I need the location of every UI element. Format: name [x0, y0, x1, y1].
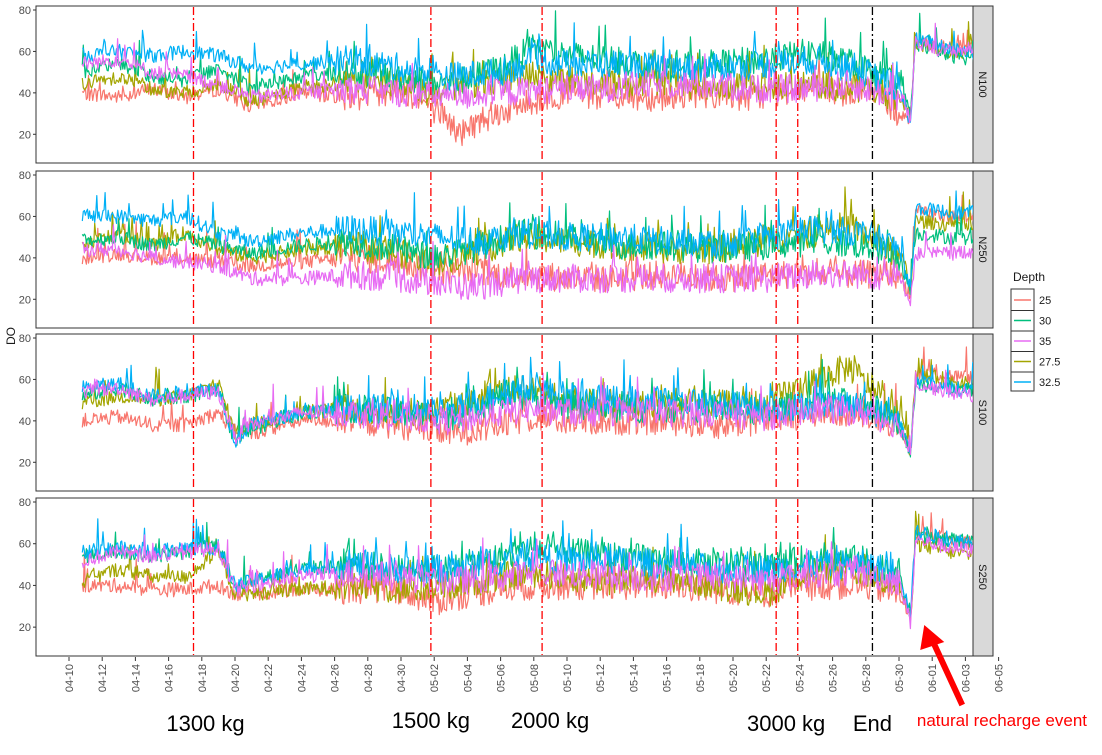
panels: N10020406080N25020406080S10020406080S250… [19, 5, 994, 657]
x-tick-label: 05-10 [562, 664, 574, 692]
series-line-35 [81, 22, 973, 124]
y-tick-label: 80 [19, 5, 31, 17]
legend-label: 27.5 [1039, 357, 1060, 369]
recharge-annotation: natural recharge event [917, 711, 1087, 730]
x-tick-label: 04-26 [330, 664, 342, 692]
treatment-label: 1500 kg [392, 708, 470, 733]
y-tick-label: 40 [19, 88, 31, 100]
panel-s100: S100 20 40 60 80 [19, 333, 994, 492]
y-tick-label: 20 [19, 622, 31, 634]
x-tick-label: 04-20 [230, 664, 242, 692]
y-tick-label: 20 [19, 457, 31, 469]
treatment-label: 2000 kg [511, 708, 589, 733]
legend-label: 35 [1039, 336, 1051, 348]
facet-strip [972, 170, 994, 329]
y-tick-label: 80 [19, 333, 31, 345]
treatment-label: 3000 kg [747, 711, 825, 736]
legend: Depth 25 30 35 27.5 32.5 [1010, 270, 1060, 392]
legend-label: 32.5 [1039, 377, 1060, 389]
y-axis-label: DO [4, 327, 18, 345]
panel-s250: S250 20 40 60 80 [19, 497, 994, 657]
series-line-27.5 [81, 21, 973, 116]
x-tick-label: 04-24 [296, 664, 308, 692]
facet-strip-label: N100 [976, 71, 988, 97]
legend-title: Depth [1013, 270, 1045, 284]
x-tick-label: 05-16 [662, 664, 674, 692]
x-tick-label: 05-26 [828, 664, 840, 692]
series-line-32.5 [82, 22, 973, 123]
y-tick-label: 80 [19, 497, 31, 509]
annotations: 1300 kg 1500 kg 2000 kg 3000 kg End natural r… [166, 625, 1087, 736]
x-tick-label: 05-08 [529, 664, 541, 692]
x-tick-label: 04-10 [64, 664, 76, 692]
x-tick-label: 06-01 [927, 664, 939, 692]
facet-strip [972, 497, 994, 657]
x-tick-label: 04-12 [97, 664, 109, 692]
legend-label: 25 [1039, 295, 1051, 307]
y-tick-label: 60 [19, 46, 31, 58]
x-tick-label: 05-04 [462, 664, 474, 692]
x-tick-label: 04-16 [164, 664, 176, 692]
treatment-label: End [853, 711, 892, 736]
recharge-arrow-head [920, 625, 945, 650]
series-line-32.5 [81, 190, 973, 288]
x-tick-label: 05-28 [861, 664, 873, 692]
y-tick-label: 40 [19, 416, 31, 428]
x-tick-label: 05-14 [628, 664, 640, 692]
panel-n100: N100 20 40 60 80 [19, 5, 994, 164]
x-tick-label: 04-28 [363, 664, 375, 692]
x-tick-label: 04-30 [396, 664, 408, 692]
series-line-35 [81, 534, 973, 630]
treatment-lines [192, 7, 874, 655]
facet-strip [972, 333, 994, 492]
x-tick-label: 05-02 [429, 664, 441, 692]
y-tick-label: 40 [19, 253, 31, 265]
x-tick-label: 05-30 [894, 664, 906, 692]
x-tick-label: 05-20 [728, 664, 740, 692]
x-tick-label: 05-24 [794, 664, 806, 692]
panel-n250: N250 20 40 60 80 [19, 170, 994, 329]
facet-strip [972, 5, 994, 164]
y-tick-label: 60 [19, 539, 31, 551]
x-tick-label: 05-18 [695, 664, 707, 692]
series-line-35 [81, 369, 973, 455]
y-tick-label: 60 [19, 211, 31, 223]
y-tick-label: 40 [19, 580, 31, 592]
series-line-35 [82, 224, 973, 307]
facet-strip-label: N250 [976, 236, 988, 262]
x-tick-label: 05-22 [761, 664, 773, 692]
x-tick-label: 06-05 [994, 664, 1006, 692]
treatment-label: 1300 kg [166, 711, 244, 736]
series-line-30 [81, 202, 973, 296]
x-tick-label: 05-12 [595, 664, 607, 692]
recharge-arrow-shaft [929, 638, 965, 707]
y-tick-label: 80 [19, 170, 31, 182]
axes: 04-10 04-12 04-14 04-16 04-18 04-20 04-22 04-24… [64, 657, 1006, 692]
x-tick-label: 04-18 [197, 664, 209, 692]
y-tick-label: 20 [19, 129, 31, 141]
y-tick-label: 20 [19, 294, 31, 306]
facet-strip-label: S250 [976, 564, 988, 590]
x-tick-label: 04-22 [263, 664, 275, 692]
x-tick-label: 05-06 [496, 664, 508, 692]
x-tick-label: 04-14 [130, 664, 142, 692]
y-tick-label: 60 [19, 374, 31, 386]
legend-label: 30 [1039, 316, 1051, 328]
legend-keys-box [1010, 288, 1035, 392]
facet-strip-label: S100 [976, 400, 988, 426]
x-tick-label: 06-03 [960, 664, 972, 692]
